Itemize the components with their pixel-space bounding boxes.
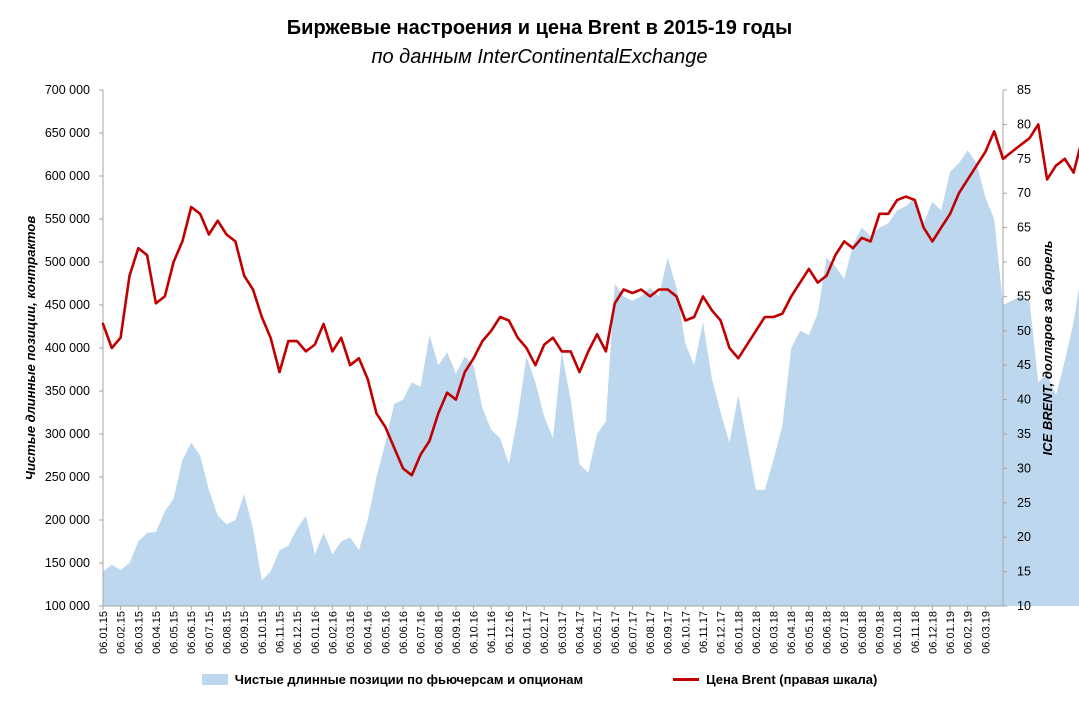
y-right-tick-label: 50 <box>1017 324 1031 338</box>
x-tick-label: 06.11.15 <box>274 611 286 653</box>
y-axis-right-title: ICE BRENT, долларов за баррель <box>1040 241 1055 456</box>
x-tick-label: 06.03.17 <box>557 611 569 654</box>
legend-swatch-positions <box>201 673 228 685</box>
x-tick-label: 06.08.16 <box>433 611 445 654</box>
y-right-tick-label: 75 <box>1017 152 1031 166</box>
x-tick-label: 06.03.15 <box>133 611 145 654</box>
x-tick-label: 06.01.17 <box>522 611 534 654</box>
y-right-tick-label: 80 <box>1017 117 1031 131</box>
y-left-tick-label: 450 000 <box>45 298 90 312</box>
x-tick-label: 06.06.15 <box>186 611 198 654</box>
chart-subtitle: по данным InterContinentalExchange <box>371 46 708 68</box>
y-left-tick-label: 100 000 <box>45 599 90 613</box>
y-axis-left-title: Чистые длинные позиции, контрактов <box>23 216 38 481</box>
x-tick-label: 06.02.19 <box>963 611 975 654</box>
y-right-tick-label: 15 <box>1017 565 1031 579</box>
x-tick-label: 06.05.15 <box>169 611 181 654</box>
x-tick-label: 06.07.18 <box>839 611 851 654</box>
x-tick-label: 06.02.17 <box>539 611 551 654</box>
y-right-tick-label: 40 <box>1017 393 1031 407</box>
x-tick-label: 06.09.17 <box>663 611 675 654</box>
x-tick-label: 06.07.15 <box>204 611 216 654</box>
y-right-tick-label: 10 <box>1017 599 1031 613</box>
x-tick-label: 06.04.17 <box>574 611 586 654</box>
x-tick-label: 06.07.16 <box>416 611 428 654</box>
chart-plot: 100 000 150 000 200 000 250 000 300 000 350 0… <box>23 83 1079 654</box>
x-tick-label: 06.12.16 <box>504 611 516 654</box>
y-left-tick-label: 600 000 <box>45 169 90 183</box>
y-left-tick-label: 250 000 <box>45 470 90 484</box>
x-tick-label: 06.02.15 <box>116 611 128 654</box>
y-right-tick-label: 70 <box>1017 186 1031 200</box>
x-tick-label: 06.09.16 <box>451 611 463 654</box>
x-tick-label: 06.04.16 <box>363 611 375 654</box>
y-right-tick-label: 45 <box>1017 358 1031 372</box>
x-tick-label: 06.03.18 <box>769 611 781 654</box>
x-tick-label: 06.06.17 <box>610 611 622 654</box>
x-tick-label: 06.08.17 <box>645 611 657 654</box>
x-tick-label: 06.05.18 <box>804 611 816 654</box>
x-tick-label: 06.11.17 <box>698 611 710 653</box>
y-right-tick-label: 20 <box>1017 530 1031 544</box>
legend-label-positions: Чистые длинные позиции по фьючерсам и оп… <box>234 671 584 687</box>
x-tick-label: 06.07.17 <box>627 611 639 654</box>
x-tick-label: 06.06.18 <box>822 611 834 654</box>
x-tick-label: 06.10.17 <box>680 611 692 654</box>
x-tick-label: 06.04.18 <box>786 611 798 654</box>
x-tick-label: 06.12.17 <box>716 611 728 654</box>
chart-legend: Чистые длинные позиции по фьючерсам и оп… <box>0 669 1079 689</box>
legend-swatch-brent <box>673 677 700 681</box>
y-left-tick-label: 650 000 <box>45 126 90 140</box>
x-tick-label: 06.02.16 <box>327 611 339 654</box>
series-area-positions <box>103 150 1079 606</box>
x-tick-label: 06.05.16 <box>380 611 392 654</box>
legend-item-brent: Цена Brent (правая шкала) <box>673 672 877 687</box>
x-tick-label: 06.05.17 <box>592 611 604 654</box>
x-tick-label: 06.02.18 <box>751 611 763 654</box>
x-tick-label: 06.03.19 <box>980 611 992 654</box>
y-left-tick-label: 700 000 <box>45 83 90 97</box>
x-tick-label: 06.11.18 <box>910 611 922 653</box>
series-line-brent <box>101 123 1079 477</box>
y-left-tick-label: 400 000 <box>45 341 90 355</box>
x-tick-label: 06.01.16 <box>310 611 322 654</box>
y-right-tick-label: 85 <box>1017 83 1031 97</box>
y-left-tick-label: 200 000 <box>45 513 90 527</box>
x-tick-label: 06.11.16 <box>486 611 498 653</box>
plot-area: 100 000 150 000 200 000 250 000 300 000 350 0… <box>23 83 1079 654</box>
y-right-tick-label: 25 <box>1017 496 1031 510</box>
y-left-tick-label: 350 000 <box>45 384 90 398</box>
x-tick-label: 06.10.18 <box>892 611 904 654</box>
y-left-tick-label: 500 000 <box>45 255 90 269</box>
legend-item-positions: Чистые длинные позиции по фьючерсам и оп… <box>201 671 584 687</box>
x-tick-label: 06.01.18 <box>733 611 745 654</box>
y-right-tick-label: 65 <box>1017 221 1031 235</box>
y-left-tick-label: 150 000 <box>45 556 90 570</box>
y-right-tick-label: 60 <box>1017 255 1031 269</box>
chart-title: Биржевые настроения и цена Brent в 2015-… <box>286 17 793 39</box>
x-tick-label: 06.10.16 <box>469 611 481 654</box>
x-tick-label: 06.01.15 <box>98 611 110 654</box>
x-tick-label: 06.09.18 <box>874 611 886 654</box>
y-left-tick-label: 300 000 <box>45 427 90 441</box>
x-tick-label: 06.01.19 <box>945 611 957 654</box>
x-tick-label: 06.12.15 <box>292 611 304 654</box>
y-left-tick-label: 550 000 <box>45 212 90 226</box>
legend-label-brent: Цена Brent (правая шкала) <box>706 671 878 687</box>
x-tick-label: 06.09.15 <box>239 611 251 654</box>
x-tick-label: 06.03.16 <box>345 611 357 654</box>
x-tick-label: 06.06.16 <box>398 611 410 654</box>
x-tick-label: 06.12.18 <box>927 611 939 654</box>
y-right-tick-label: 55 <box>1017 289 1031 303</box>
x-tick-label: 06.10.15 <box>257 611 269 654</box>
x-tick-label: 06.08.15 <box>222 611 234 654</box>
x-tick-label: 06.08.18 <box>857 611 869 654</box>
y-right-tick-label: 30 <box>1017 461 1031 475</box>
y-right-tick-label: 35 <box>1017 427 1031 441</box>
x-tick-label: 06.04.15 <box>151 611 163 654</box>
